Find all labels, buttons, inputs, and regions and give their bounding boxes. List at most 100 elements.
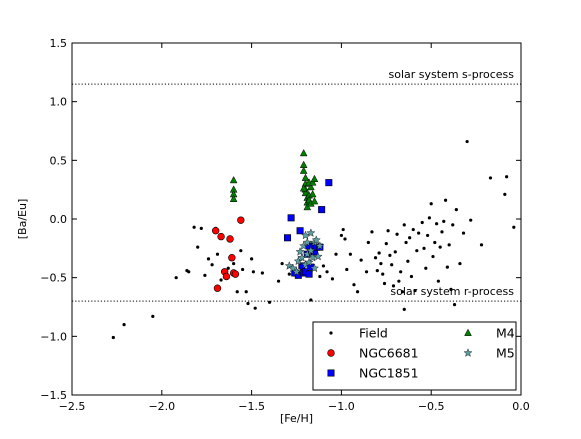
y-axis-label: [Ba/Eu] bbox=[16, 199, 29, 240]
data-points bbox=[111, 139, 516, 340]
y-tick-label-4: 0.5 bbox=[50, 154, 68, 167]
data-point-field-45 bbox=[355, 290, 360, 294]
legend-label-m5: M5 bbox=[496, 346, 515, 361]
data-point-field-27 bbox=[276, 279, 281, 283]
data-point-field-74 bbox=[417, 231, 421, 235]
data-point-m4-19 bbox=[308, 178, 317, 186]
data-point-field-63 bbox=[397, 279, 401, 283]
data-point-field-79 bbox=[427, 216, 432, 220]
data-point-ngc1851-16 bbox=[318, 206, 326, 214]
reference-line-label-0: solar system s-process bbox=[388, 68, 514, 81]
data-point-field-0 bbox=[111, 335, 115, 340]
y-tick-label-0: −1.5 bbox=[40, 389, 67, 402]
data-point-field-41 bbox=[343, 237, 347, 241]
x-tick-label-0: −2.5 bbox=[59, 400, 86, 413]
data-point-field-64 bbox=[399, 270, 403, 274]
data-point-field-101 bbox=[503, 192, 507, 196]
y-tick-label-2: −0.5 bbox=[40, 272, 67, 285]
data-point-m5-5 bbox=[297, 252, 307, 262]
data-point-m5-13 bbox=[306, 245, 316, 255]
data-point-m4-6 bbox=[299, 166, 308, 174]
data-point-ngc6681-2 bbox=[217, 232, 225, 241]
legend: Field M4 NGC6681 M5 NGC1851 bbox=[312, 321, 517, 391]
data-point-field-70 bbox=[409, 274, 414, 279]
series-field bbox=[111, 139, 516, 340]
data-point-field-2 bbox=[151, 314, 155, 318]
data-point-field-83 bbox=[434, 222, 439, 226]
data-point-field-29 bbox=[287, 272, 291, 276]
data-point-field-52 bbox=[377, 251, 381, 255]
data-point-m5-19 bbox=[315, 241, 325, 250]
data-point-field-33 bbox=[309, 298, 313, 302]
data-point-ngc1851-4 bbox=[296, 227, 304, 235]
data-point-m4-3 bbox=[229, 194, 238, 202]
data-point-field-36 bbox=[325, 270, 329, 274]
data-point-field-66 bbox=[402, 223, 406, 227]
data-point-field-97 bbox=[465, 139, 469, 144]
data-point-field-77 bbox=[424, 266, 428, 270]
x-tick-label-4: −0.5 bbox=[418, 400, 445, 413]
data-point-field-95 bbox=[458, 261, 462, 266]
x-tick-label-2: −1.5 bbox=[238, 400, 265, 413]
legend-marker-ngc6681 bbox=[327, 349, 335, 357]
data-point-m4-4 bbox=[299, 148, 308, 157]
reference-lines: solar system s-process solar system r-pro… bbox=[72, 68, 521, 302]
data-point-m4-21 bbox=[310, 174, 319, 183]
data-point-ngc6681-4 bbox=[222, 272, 231, 281]
data-point-m5-12 bbox=[306, 228, 316, 237]
data-point-field-13 bbox=[215, 252, 220, 256]
data-point-field-55 bbox=[382, 281, 387, 286]
data-point-ngc1851-17 bbox=[325, 179, 333, 187]
data-point-field-87 bbox=[442, 219, 446, 223]
data-point-m4-20 bbox=[308, 190, 317, 198]
data-point-m5-2 bbox=[291, 267, 302, 276]
data-point-field-3 bbox=[174, 276, 178, 280]
data-point-field-5 bbox=[187, 270, 191, 274]
data-point-field-18 bbox=[239, 249, 243, 253]
data-point-ngc1851-1 bbox=[287, 214, 295, 222]
data-point-field-94 bbox=[454, 208, 458, 212]
data-point-m4-17 bbox=[307, 182, 315, 191]
data-point-field-17 bbox=[235, 290, 239, 294]
data-point-field-80 bbox=[429, 202, 433, 206]
data-point-field-82 bbox=[433, 240, 437, 245]
data-point-ngc6681-0 bbox=[211, 227, 220, 235]
legend-label-m4: M4 bbox=[496, 326, 515, 341]
data-point-field-102 bbox=[505, 175, 509, 179]
data-point-ngc6681-5 bbox=[226, 235, 234, 243]
data-point-field-86 bbox=[440, 230, 444, 234]
data-point-field-47 bbox=[364, 270, 369, 274]
data-point-field-71 bbox=[411, 227, 415, 232]
data-point-field-48 bbox=[366, 240, 370, 245]
data-point-ngc6681-6 bbox=[228, 254, 236, 262]
data-point-field-104 bbox=[402, 307, 406, 311]
data-point-field-56 bbox=[384, 242, 388, 246]
data-point-field-44 bbox=[352, 283, 356, 287]
data-point-m5-4 bbox=[295, 247, 305, 256]
data-point-field-78 bbox=[426, 233, 430, 238]
legend-marker-m4 bbox=[464, 328, 472, 336]
data-point-field-49 bbox=[370, 230, 374, 234]
data-point-field-73 bbox=[415, 249, 419, 253]
data-point-field-50 bbox=[373, 256, 378, 260]
data-point-field-93 bbox=[452, 303, 457, 307]
data-point-field-46 bbox=[359, 258, 363, 262]
data-point-field-88 bbox=[443, 198, 448, 202]
data-point-field-99 bbox=[479, 243, 484, 247]
data-point-field-53 bbox=[379, 261, 383, 266]
data-point-field-72 bbox=[413, 288, 417, 293]
axes: −2.5 −2.0 −1.5 −1.0 −0.5 0.0 −1.5 −1.0 −0.5 0.0 0.… bbox=[16, 37, 530, 425]
legend-label-field: Field bbox=[359, 326, 388, 341]
data-point-field-23 bbox=[251, 270, 255, 274]
data-point-field-59 bbox=[390, 263, 394, 267]
series-m5 bbox=[284, 228, 325, 276]
data-point-field-92 bbox=[451, 223, 455, 227]
data-point-field-98 bbox=[469, 218, 473, 222]
data-point-field-7 bbox=[196, 245, 200, 249]
legend-marker-m5 bbox=[463, 348, 473, 357]
data-point-field-1 bbox=[122, 323, 126, 327]
data-point-m5-11 bbox=[304, 257, 314, 267]
data-point-field-75 bbox=[420, 220, 424, 225]
legend-marker-field bbox=[329, 331, 333, 335]
